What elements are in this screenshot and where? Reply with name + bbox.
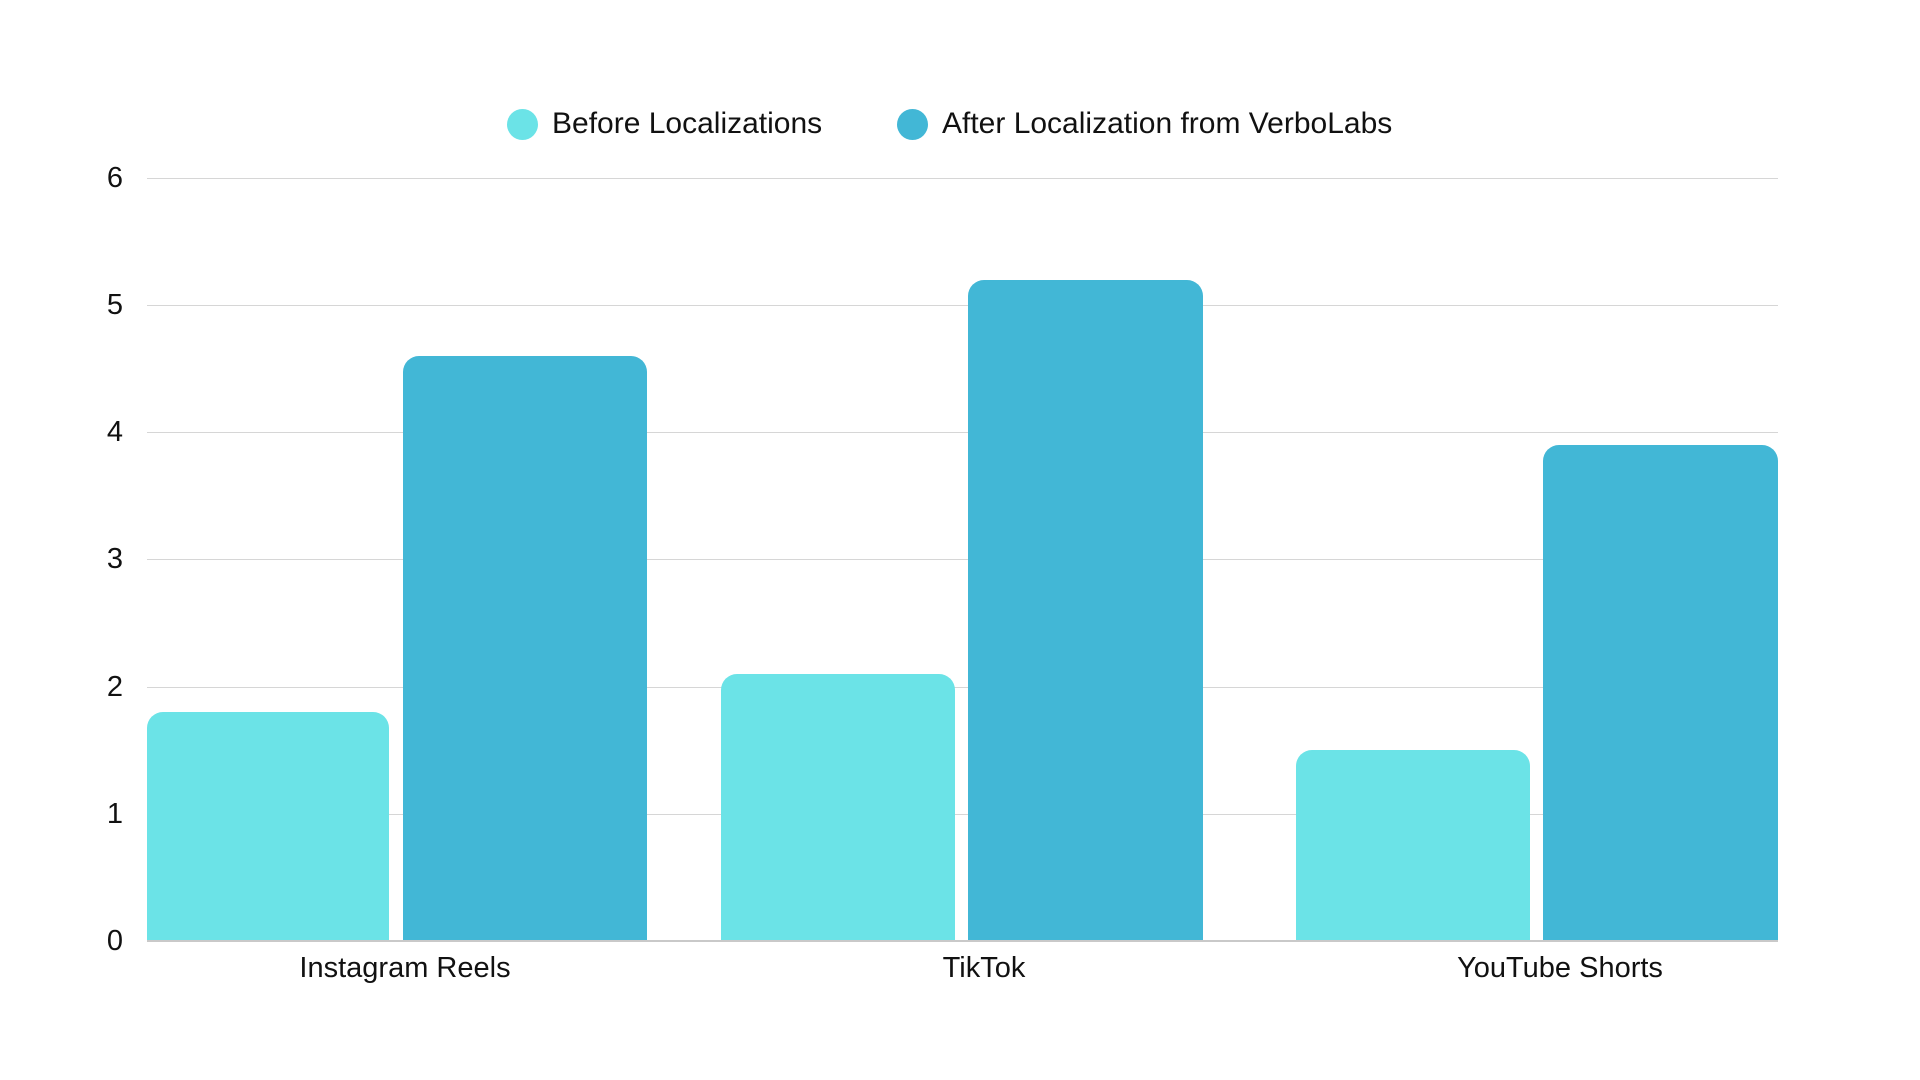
x-axis-baseline xyxy=(147,940,1778,942)
x-tick-tiktok: TikTok xyxy=(942,952,1026,984)
bar-tiktok-before[interactable] xyxy=(721,674,955,941)
gridline-3 xyxy=(147,559,1778,560)
gridline-4 xyxy=(147,432,1778,433)
bar-tiktok-after[interactable] xyxy=(968,280,1203,941)
y-tick-0: 0 xyxy=(106,925,124,957)
bar-youtube-shorts-after[interactable] xyxy=(1543,445,1778,941)
legend-item-before[interactable]: Before Localizations xyxy=(507,104,822,144)
legend-item-after[interactable]: After Localization from VerboLabs xyxy=(897,104,1392,144)
legend-label-after: After Localization from VerboLabs xyxy=(942,107,1393,140)
gridline-1 xyxy=(147,814,1778,815)
y-tick-3: 3 xyxy=(106,543,124,575)
gridline-5 xyxy=(147,305,1778,306)
legend-label-before: Before Localizations xyxy=(552,107,823,140)
x-tick-instagram-reels: Instagram Reels xyxy=(299,952,511,984)
bar-instagram-reels-after[interactable] xyxy=(403,356,647,941)
y-tick-4: 4 xyxy=(106,416,124,448)
y-tick-5: 5 xyxy=(106,289,124,321)
chart-legend: Before Localizations After Localization … xyxy=(0,104,1920,144)
gridline-6 xyxy=(147,178,1778,179)
legend-swatch-before-icon xyxy=(507,108,538,140)
y-tick-2: 2 xyxy=(106,671,124,703)
y-tick-6: 6 xyxy=(106,162,124,194)
x-tick-youtube-shorts: YouTube Shorts xyxy=(1457,952,1663,984)
legend-swatch-after-icon xyxy=(897,108,928,140)
y-tick-1: 1 xyxy=(106,798,124,830)
bar-instagram-reels-before[interactable] xyxy=(147,712,389,941)
gridline-2 xyxy=(147,687,1778,688)
bar-youtube-shorts-before[interactable] xyxy=(1296,750,1530,941)
